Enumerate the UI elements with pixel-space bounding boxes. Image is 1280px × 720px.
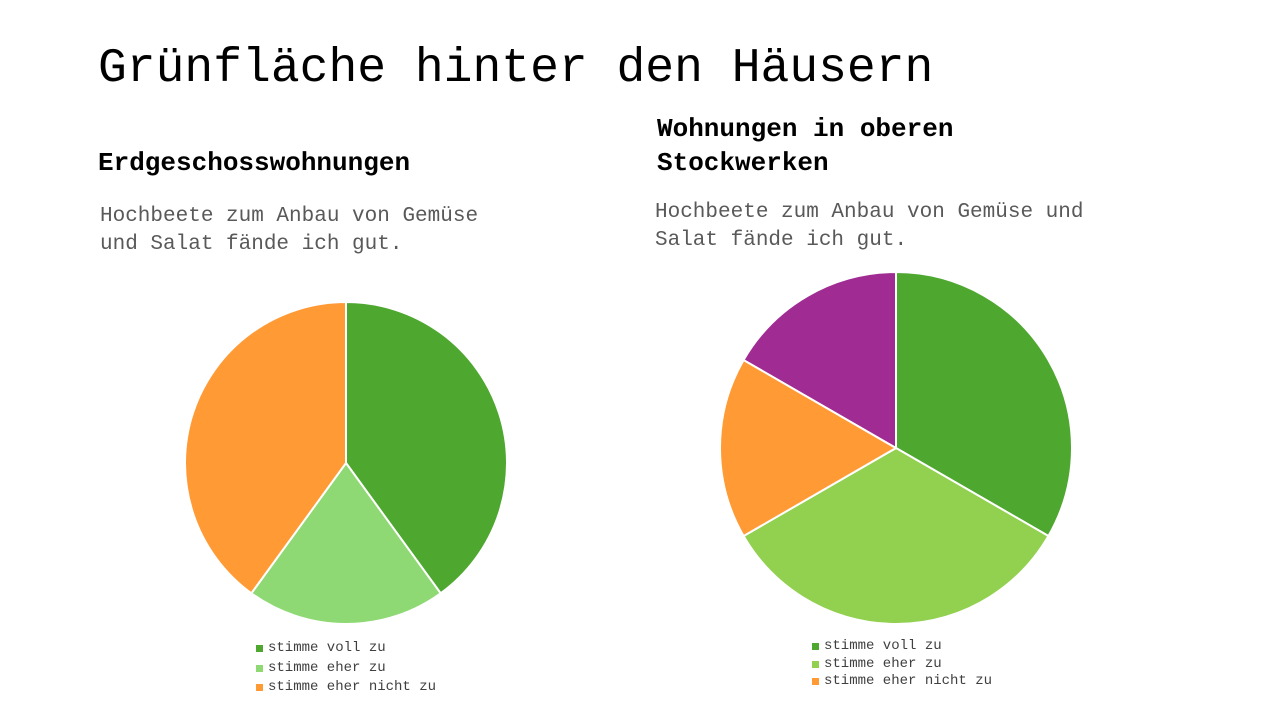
legend-item: stimme eher nicht zu [812, 673, 992, 691]
pie1-slice-1 [742, 446, 1050, 625]
right-chart-title: Wohnungen in oberen Stockwerken [657, 114, 954, 178]
legend-swatch [256, 645, 263, 653]
pie1-slice-2 [719, 358, 898, 538]
legend-swatch [256, 684, 263, 692]
left-chart-title: Erdgeschosswohnungen [98, 148, 411, 178]
legend-label: stimme eher zu [268, 659, 386, 676]
pie0-slice-2 [184, 300, 347, 595]
left-chart-subtitle: Hochbeete zum Anbau von Gemüse und Salat… [100, 205, 479, 256]
legend-item: stimme eher zu [812, 656, 992, 674]
legend-label: stimme eher nicht zu [268, 679, 437, 695]
legend-label: stimme eher zu [824, 655, 942, 672]
pie1-slice-3 [742, 270, 897, 450]
legend-item: stimme eher zu [256, 659, 436, 679]
legend-label: stimme eher nicht zu [824, 673, 993, 689]
right-chart-subtitle: Hochbeete zum Anbau von Gemüse und Salat… [655, 201, 1084, 252]
pie0-slice-1 [249, 461, 443, 625]
legend-swatch [812, 660, 819, 668]
right-legend: stimme voll zu stimme eher zu stimme eher … [812, 638, 992, 691]
legend-swatch [812, 643, 819, 651]
legend-item: stimme voll zu [812, 638, 992, 656]
legend-label: stimme voll zu [824, 638, 942, 654]
legend-swatch [256, 664, 263, 672]
legend-swatch [812, 678, 819, 686]
legend-item: stimme voll zu [256, 639, 436, 659]
legend-item: stimme eher nicht zu [256, 678, 436, 698]
pie0-slice-0 [345, 300, 508, 595]
left-legend: stimme voll zu stimme eher zu stimme eher … [256, 639, 436, 698]
legend-label: stimme voll zu [268, 640, 386, 656]
pie1-slice-0 [895, 270, 1073, 538]
slide-title: Grünfläche hinter den Häusern [98, 42, 934, 96]
